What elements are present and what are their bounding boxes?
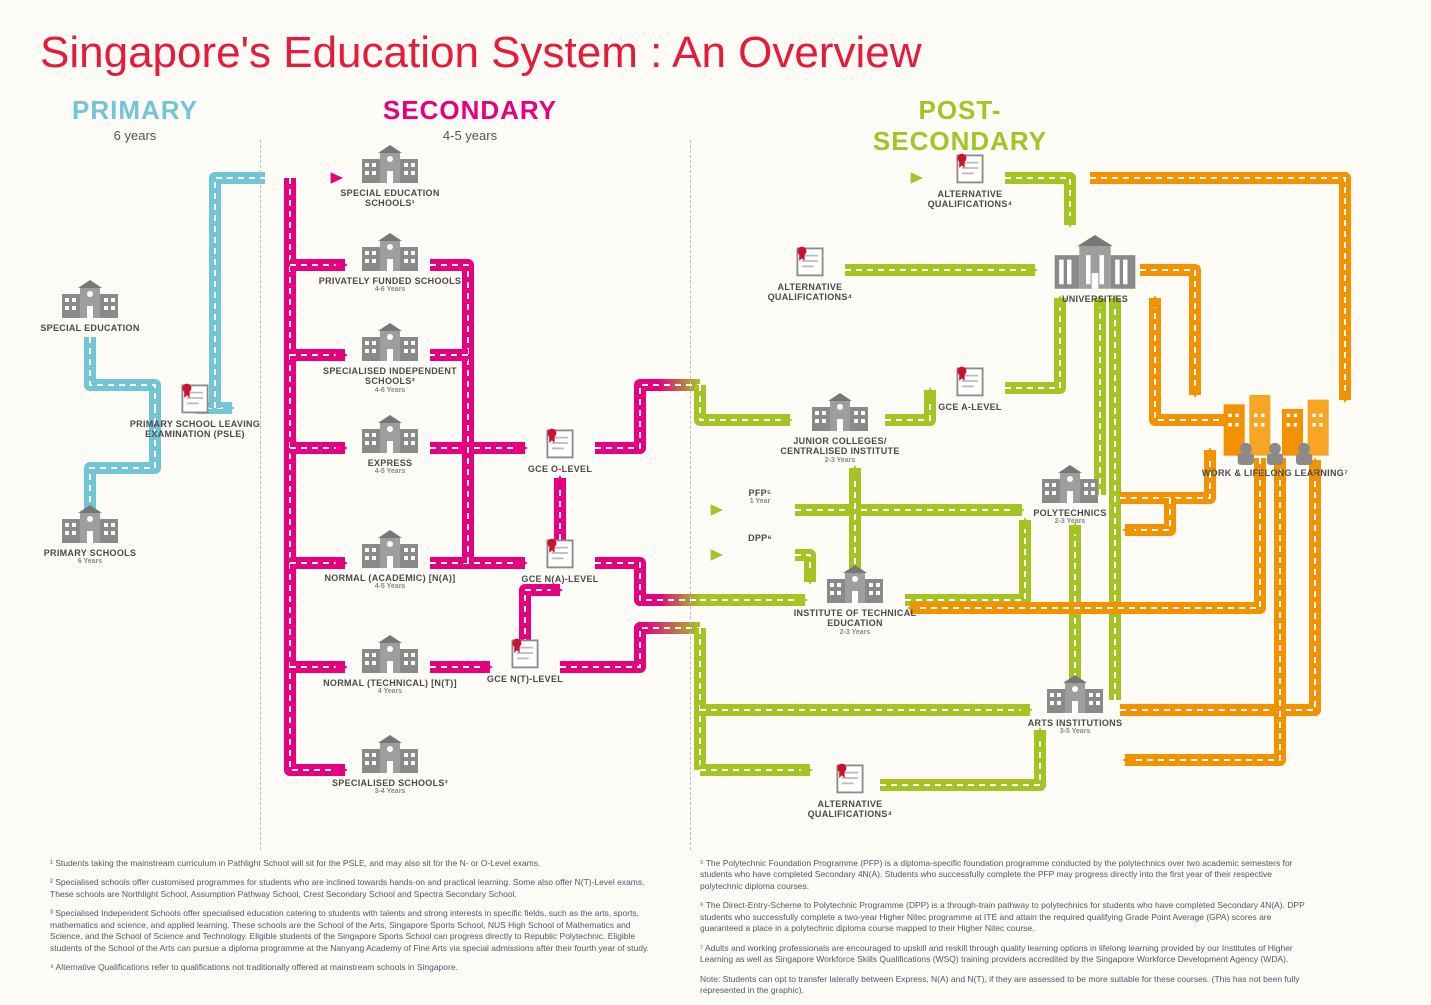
node-ite: INSTITUTE OF TECHNICAL EDUCATION2-3 Year… xyxy=(780,565,930,636)
footnotes-right: ⁵ The Polytechnic Foundation Programme (… xyxy=(700,858,1310,1005)
node-normal-t: NORMAL (TECHNICAL) [N(T)]4 Years xyxy=(315,635,465,695)
node-spec-indep: SPECIALISED INDEPENDENT SCHOOLS³4-6 Year… xyxy=(315,323,465,394)
node-a-level: GCE A-LEVEL xyxy=(895,363,1045,412)
footnote: ⁵ The Polytechnic Foundation Programme (… xyxy=(700,858,1310,892)
footnote: ⁴ Alternative Qualifications refer to qu… xyxy=(50,962,660,973)
footnote: ⁶ The Direct-Entry-Scheme to Polytechnic… xyxy=(700,900,1310,934)
footnote: ⁷ Adults and working professionals are e… xyxy=(700,943,1310,966)
node-dpp: DPP⁶ xyxy=(685,530,835,543)
node-alt-q3: ALTERNATIVE QUALIFICATIONS⁴ xyxy=(775,760,925,820)
node-spec-schools: SPECIALISED SCHOOLS²3-4 Years xyxy=(315,735,465,795)
node-o-level: GCE O-LEVEL xyxy=(485,425,635,474)
stage-divider xyxy=(260,140,261,850)
stage-header-st-post: POST-SECONDARY xyxy=(860,95,1060,157)
footnote: Note: Students can opt to transfer later… xyxy=(700,974,1310,997)
node-pfp: PFP⁵1 Year xyxy=(685,485,835,505)
node-nt-level: GCE N(T)-LEVEL xyxy=(450,635,600,684)
node-priv-funded: PRIVATELY FUNDED SCHOOLS4-6 Years xyxy=(315,233,465,293)
footnotes-left: ¹ Students taking the mainstream curricu… xyxy=(50,858,660,982)
node-psle: PRIMARY SCHOOL LEAVING EXAMINATION (PSLE… xyxy=(120,380,270,440)
node-jc: JUNIOR COLLEGES/ CENTRALISED INSTITUTE2-… xyxy=(765,393,915,464)
node-universities: UNIVERSITIES xyxy=(1020,235,1170,304)
node-alt-q2: ALTERNATIVE QUALIFICATIONS⁴ xyxy=(735,243,885,303)
stage-header-st-primary: PRIMARY6 years xyxy=(35,95,235,143)
stage-header-st-secondary: SECONDARY4-5 years xyxy=(370,95,570,143)
node-work: WORK & LIFELONG LEARNING⁷ xyxy=(1200,395,1350,478)
node-normal-a: NORMAL (ACADEMIC) [N(A)]4-5 Years xyxy=(315,530,465,590)
footnote: ² Specialised schools offer customised p… xyxy=(50,877,660,900)
node-na-level: GCE N(A)-LEVEL xyxy=(485,535,635,584)
node-arts: ARTS INSTITUTIONS3-5 Years xyxy=(1000,675,1150,735)
node-special-ed: SPECIAL EDUCATION xyxy=(15,280,165,333)
node-express: EXPRESS4-5 Years xyxy=(315,415,465,475)
node-polytech: POLYTECHNICS2-3 Years xyxy=(995,465,1145,525)
node-alt-q1: ALTERNATIVE QUALIFICATIONS⁴ xyxy=(895,150,1045,210)
footnote: ¹ Students taking the mainstream curricu… xyxy=(50,858,660,869)
footnote: ³ Specialised Independent Schools offer … xyxy=(50,908,660,954)
node-sped-schools: SPECIAL EDUCATION SCHOOLS¹ xyxy=(315,145,465,209)
node-primary-schools: PRIMARY SCHOOLS6 Years xyxy=(15,505,165,565)
